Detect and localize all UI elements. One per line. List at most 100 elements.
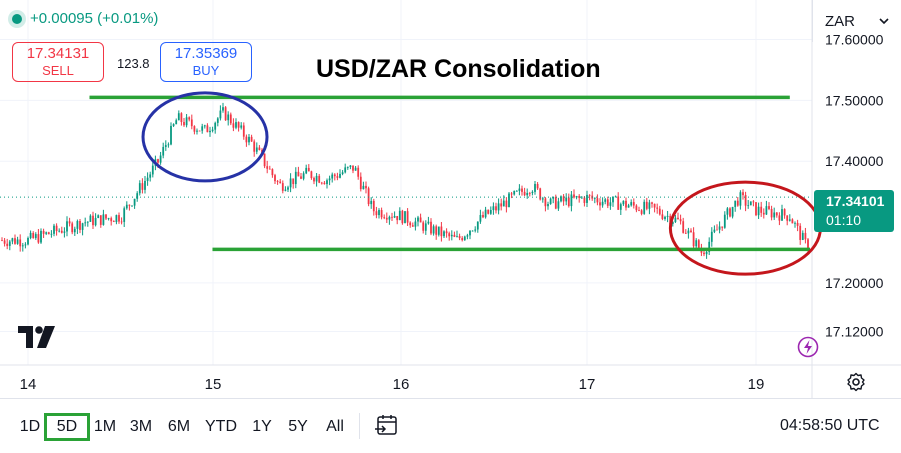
utc-clock[interactable]: 04:58:50 UTC (780, 417, 880, 434)
candle-body (224, 107, 227, 121)
range-button-6m[interactable]: 6M (167, 418, 191, 435)
price-change-status: +0.00095 (+0.01%) (12, 10, 158, 27)
candle-body (432, 226, 435, 234)
candle-body (528, 192, 531, 194)
candle-body (736, 200, 739, 206)
candle-body (138, 183, 141, 194)
candle-body (801, 232, 804, 240)
sell-price: 17.34131 (26, 45, 90, 62)
candle-body (279, 181, 282, 184)
date-range-icon[interactable] (374, 413, 400, 439)
sell-button[interactable]: 17.34131 SELL (12, 42, 104, 82)
candle-body (133, 198, 136, 206)
candle-body (461, 238, 464, 241)
candle-body (185, 117, 188, 126)
candle-body (274, 175, 276, 182)
range-button-ytd[interactable]: YTD (205, 418, 237, 435)
candle-body (606, 199, 609, 206)
candle-body (357, 167, 360, 177)
candle-body (565, 197, 568, 202)
candle-body (370, 200, 373, 205)
candle-body (474, 229, 477, 231)
currency-select[interactable]: ZAR (812, 0, 901, 42)
candle-body (396, 216, 399, 221)
candle-body (492, 206, 495, 211)
lightning-icon[interactable] (797, 336, 819, 358)
candle-body (463, 236, 466, 241)
candle-body (237, 122, 240, 128)
candle-body (505, 200, 508, 208)
candle-body (6, 243, 9, 246)
candle-body (799, 225, 802, 240)
candle-body (695, 240, 698, 247)
candle-body (16, 239, 19, 244)
y-tick-label: 17.40000 (825, 153, 884, 169)
candle-body (653, 203, 656, 208)
candle-body (630, 202, 633, 206)
range-button-5d[interactable]: 5D (44, 413, 90, 441)
candle-body (398, 210, 401, 221)
candle-body (562, 196, 565, 202)
candle-body (125, 204, 128, 209)
candle-body (734, 200, 737, 207)
current-price-tag: 17.34101 01:10 (814, 190, 894, 232)
candle-body (747, 205, 750, 207)
candle-body (188, 117, 191, 120)
buy-label: BUY (192, 63, 220, 78)
candle-body (755, 202, 757, 216)
x-tick-label: 15 (205, 376, 222, 393)
candle-body (123, 208, 126, 222)
candle-body (97, 215, 100, 218)
candle-body (144, 180, 146, 190)
candle-body (219, 110, 222, 119)
candle-body (336, 176, 339, 178)
candle-body (648, 202, 651, 209)
y-tick-label: 17.12000 (825, 324, 884, 340)
candle-body (479, 214, 482, 222)
candle-body (118, 215, 120, 222)
buy-button[interactable]: 17.35369 BUY (160, 42, 252, 82)
candle-body (320, 182, 323, 184)
candle-body (791, 219, 794, 224)
x-tick-label: 17 (579, 376, 596, 393)
candle-body (346, 166, 349, 168)
candle-body (609, 202, 612, 206)
candle-body (583, 197, 586, 203)
candle-body (638, 210, 640, 211)
candle-body (658, 208, 661, 215)
candle-body (430, 221, 432, 234)
candle-body (716, 229, 718, 231)
range-button-1y[interactable]: 1Y (252, 418, 272, 435)
candle-body (328, 178, 331, 181)
range-button-all[interactable]: All (326, 418, 344, 435)
candle-body (66, 221, 68, 232)
candle-body (209, 130, 211, 133)
candle-body (484, 209, 487, 218)
candle-body (240, 125, 243, 128)
range-button-3m[interactable]: 3M (129, 418, 153, 435)
candle-body (263, 153, 266, 167)
candle-body (544, 198, 547, 207)
candle-body (552, 196, 555, 199)
spread-value: 123.8 (117, 56, 150, 71)
annotation-blue-ellipse (141, 91, 269, 183)
candle-body (560, 196, 562, 202)
range-button-1m[interactable]: 1M (93, 418, 117, 435)
candle-body (380, 210, 383, 218)
candle-body (349, 165, 352, 167)
candle-body (456, 236, 458, 237)
candle-body (666, 215, 669, 217)
candle-body (250, 136, 253, 142)
candle-body (201, 126, 204, 131)
candle-body (731, 206, 734, 217)
candle-body (674, 217, 677, 222)
gear-icon[interactable] (846, 372, 866, 392)
candle-body (180, 113, 183, 122)
candle-body (437, 226, 440, 235)
range-button-1d[interactable]: 1D (19, 418, 41, 435)
chart-plot[interactable]: 17.60000 17.50000 17.40000 17.20000 17.12000… (0, 0, 901, 398)
candle-body (703, 252, 705, 255)
range-button-5y[interactable]: 5Y (288, 418, 308, 435)
candle-body (414, 221, 417, 227)
candle-body (229, 114, 232, 124)
